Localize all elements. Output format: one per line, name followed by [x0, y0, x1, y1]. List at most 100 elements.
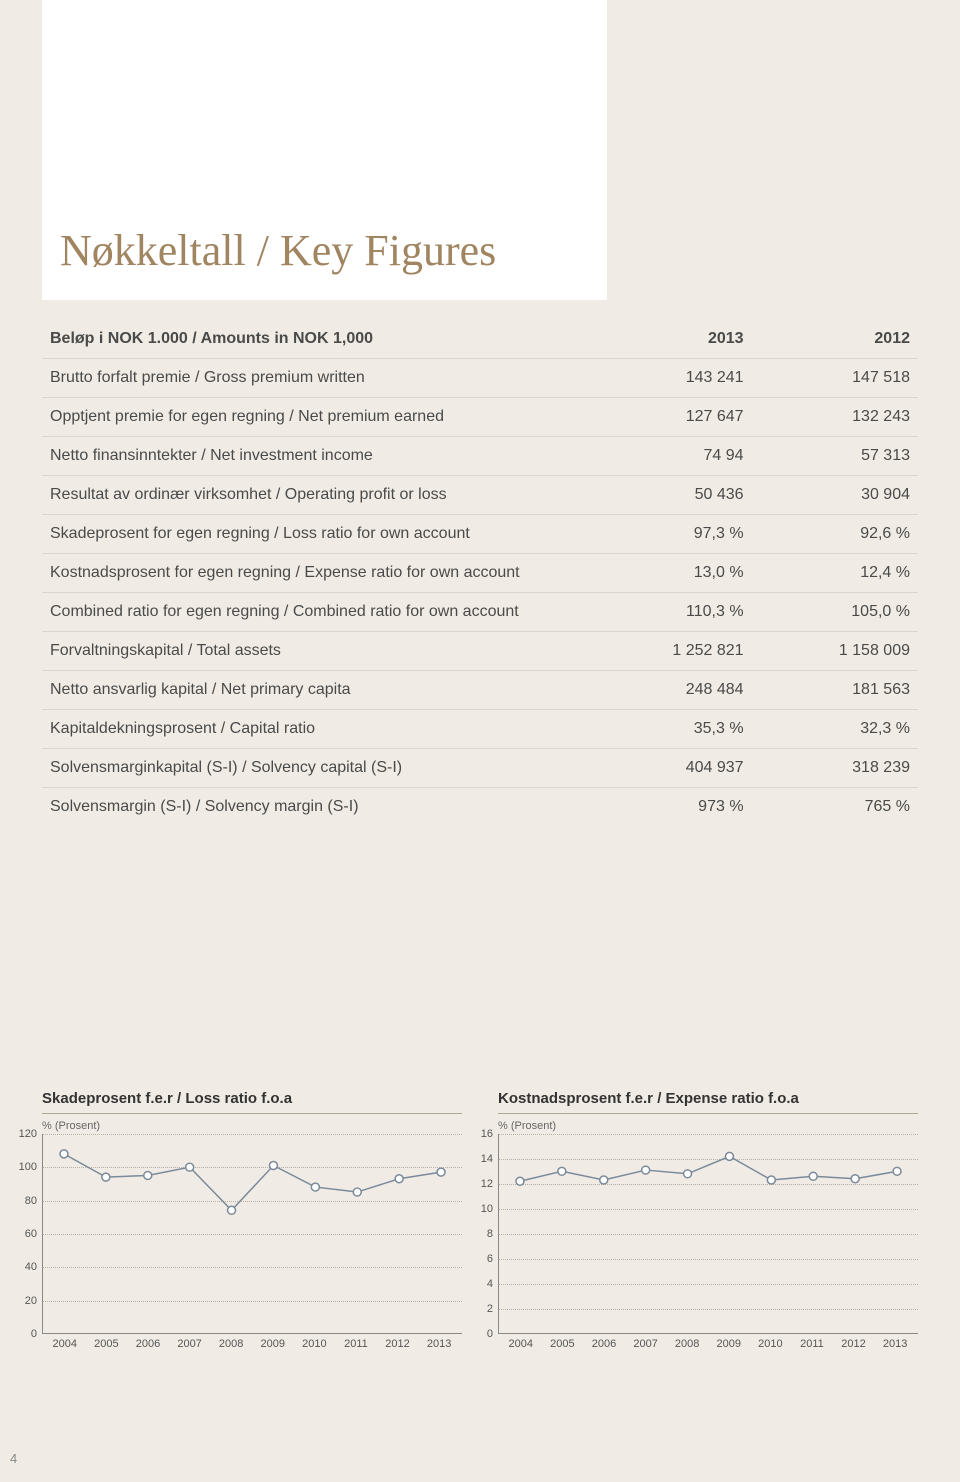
row-label: Kapitaldekningsprosent / Capital ratio — [42, 710, 585, 749]
row-value-2013: 248 484 — [585, 671, 751, 710]
chart-expense-ratio: Kostnadsprosent f.e.r / Expense ratio f.… — [498, 1090, 918, 1350]
row-value-2012: 147 518 — [752, 359, 918, 398]
y-tick-label: 12 — [481, 1178, 493, 1190]
y-tick-label: 16 — [481, 1128, 493, 1140]
y-tick-label: 60 — [25, 1228, 37, 1240]
row-value-2013: 110,3 % — [585, 593, 751, 632]
header-col-2013: 2013 — [585, 320, 751, 359]
chart-title: Skadeprosent f.e.r / Loss ratio f.o.a — [42, 1090, 462, 1114]
table-row: Kostnadsprosent for egen regning / Expen… — [42, 554, 918, 593]
table-row: Skadeprosent for egen regning / Loss rat… — [42, 515, 918, 554]
chart-ylabel: % (Prosent) — [42, 1120, 462, 1132]
key-figures-table: Beløp i NOK 1.000 / Amounts in NOK 1,000… — [42, 320, 918, 826]
row-value-2012: 30 904 — [752, 476, 918, 515]
row-value-2013: 404 937 — [585, 749, 751, 788]
chart-ylabel: % (Prosent) — [498, 1120, 918, 1132]
row-value-2012: 12,4 % — [752, 554, 918, 593]
row-value-2012: 318 239 — [752, 749, 918, 788]
x-tick-label: 2008 — [210, 1338, 252, 1350]
y-tick-label: 0 — [31, 1328, 37, 1340]
row-label: Solvensmargin (S-I) / Solvency margin (S… — [42, 788, 585, 827]
row-value-2012: 1 158 009 — [752, 632, 918, 671]
y-tick-label: 10 — [481, 1203, 493, 1215]
row-label: Netto ansvarlig kapital / Net primary ca… — [42, 671, 585, 710]
header-label: Beløp i NOK 1.000 / Amounts in NOK 1,000 — [42, 320, 585, 359]
x-tick-label: 2006 — [127, 1338, 169, 1350]
x-tick-label: 2013 — [874, 1338, 916, 1350]
row-label: Solvensmarginkapital (S-I) / Solvency ca… — [42, 749, 585, 788]
row-label: Forvaltningskapital / Total assets — [42, 632, 585, 671]
row-label: Resultat av ordinær virksomhet / Operati… — [42, 476, 585, 515]
y-tick-label: 2 — [487, 1303, 493, 1315]
x-tick-label: 2007 — [169, 1338, 211, 1350]
row-value-2012: 765 % — [752, 788, 918, 827]
row-value-2013: 973 % — [585, 788, 751, 827]
x-tick-label: 2013 — [418, 1338, 460, 1350]
x-tick-label: 2010 — [750, 1338, 792, 1350]
row-value-2012: 105,0 % — [752, 593, 918, 632]
row-value-2013: 127 647 — [585, 398, 751, 437]
table-row: Netto ansvarlig kapital / Net primary ca… — [42, 671, 918, 710]
x-tick-label: 2004 — [500, 1338, 542, 1350]
row-value-2012: 32,3 % — [752, 710, 918, 749]
table-row: Opptjent premie for egen regning / Net p… — [42, 398, 918, 437]
x-tick-label: 2007 — [625, 1338, 667, 1350]
row-label: Kostnadsprosent for egen regning / Expen… — [42, 554, 585, 593]
chart-x-axis: 2004200520062007200820092010201120122013 — [498, 1338, 918, 1350]
row-value-2013: 50 436 — [585, 476, 751, 515]
table-row: Kapitaldekningsprosent / Capital ratio35… — [42, 710, 918, 749]
x-tick-label: 2005 — [542, 1338, 584, 1350]
row-value-2013: 97,3 % — [585, 515, 751, 554]
table-row: Netto finansinntekter / Net investment i… — [42, 437, 918, 476]
table-row: Solvensmarginkapital (S-I) / Solvency ca… — [42, 749, 918, 788]
y-tick-label: 20 — [25, 1295, 37, 1307]
row-label: Opptjent premie for egen regning / Net p… — [42, 398, 585, 437]
row-value-2012: 92,6 % — [752, 515, 918, 554]
charts-container: Skadeprosent f.e.r / Loss ratio f.o.a % … — [42, 1090, 918, 1350]
chart-loss-ratio: Skadeprosent f.e.r / Loss ratio f.o.a % … — [42, 1090, 462, 1350]
x-tick-label: 2009 — [252, 1338, 294, 1350]
row-label: Combined ratio for egen regning / Combin… — [42, 593, 585, 632]
x-tick-label: 2008 — [666, 1338, 708, 1350]
chart-plot-area: 020406080100120 — [42, 1134, 462, 1334]
row-value-2012: 132 243 — [752, 398, 918, 437]
x-tick-label: 2005 — [86, 1338, 128, 1350]
row-value-2012: 181 563 — [752, 671, 918, 710]
x-tick-label: 2011 — [335, 1338, 377, 1350]
row-label: Brutto forfalt premie / Gross premium wr… — [42, 359, 585, 398]
x-tick-label: 2010 — [294, 1338, 336, 1350]
row-value-2013: 143 241 — [585, 359, 751, 398]
y-tick-label: 14 — [481, 1153, 493, 1165]
row-value-2013: 35,3 % — [585, 710, 751, 749]
table-row: Combined ratio for egen regning / Combin… — [42, 593, 918, 632]
x-tick-label: 2012 — [377, 1338, 419, 1350]
chart-title: Kostnadsprosent f.e.r / Expense ratio f.… — [498, 1090, 918, 1114]
y-tick-label: 100 — [19, 1161, 37, 1173]
page-number: 4 — [10, 1451, 17, 1466]
x-tick-label: 2009 — [708, 1338, 750, 1350]
table-row: Forvaltningskapital / Total assets1 252 … — [42, 632, 918, 671]
chart-plot-area: 0246810121416 — [498, 1134, 918, 1334]
table-row: Resultat av ordinær virksomhet / Operati… — [42, 476, 918, 515]
y-tick-label: 8 — [487, 1228, 493, 1240]
row-value-2013: 13,0 % — [585, 554, 751, 593]
x-tick-label: 2006 — [583, 1338, 625, 1350]
row-value-2013: 74 94 — [585, 437, 751, 476]
page-title: Nøkkeltall / Key Figures — [60, 225, 496, 276]
row-label: Skadeprosent for egen regning / Loss rat… — [42, 515, 585, 554]
x-tick-label: 2011 — [791, 1338, 833, 1350]
row-value-2013: 1 252 821 — [585, 632, 751, 671]
chart-x-axis: 2004200520062007200820092010201120122013 — [42, 1338, 462, 1350]
x-tick-label: 2004 — [44, 1338, 86, 1350]
table-row: Brutto forfalt premie / Gross premium wr… — [42, 359, 918, 398]
row-label: Netto finansinntekter / Net investment i… — [42, 437, 585, 476]
row-value-2012: 57 313 — [752, 437, 918, 476]
table-row: Solvensmargin (S-I) / Solvency margin (S… — [42, 788, 918, 827]
header-col-2012: 2012 — [752, 320, 918, 359]
y-tick-label: 4 — [487, 1278, 493, 1290]
y-tick-label: 80 — [25, 1195, 37, 1207]
y-tick-label: 0 — [487, 1328, 493, 1340]
y-tick-label: 6 — [487, 1253, 493, 1265]
y-tick-label: 40 — [25, 1261, 37, 1273]
x-tick-label: 2012 — [833, 1338, 875, 1350]
